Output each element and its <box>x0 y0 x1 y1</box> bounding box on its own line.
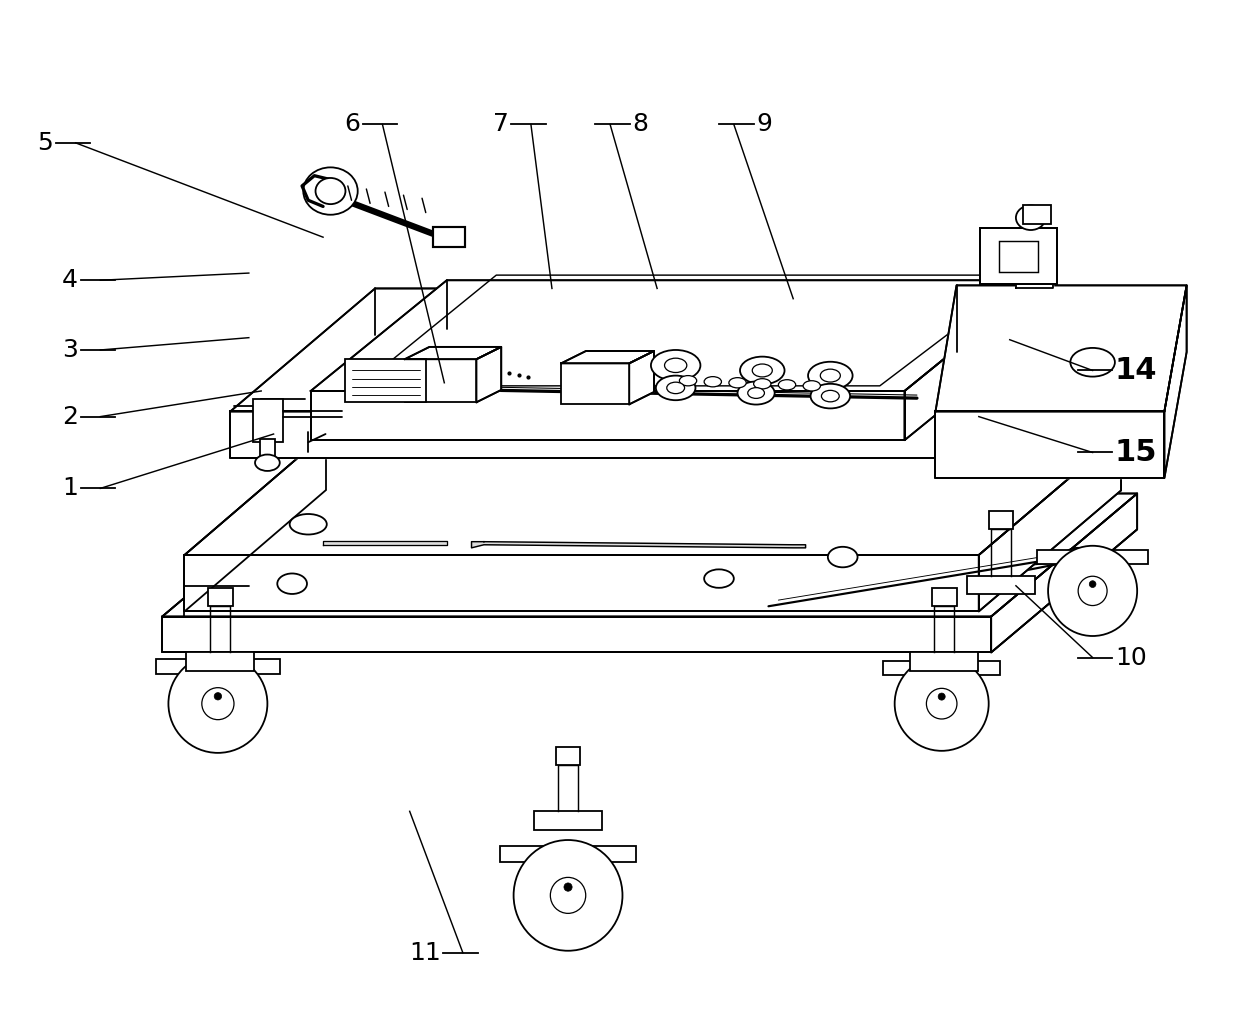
Ellipse shape <box>656 375 696 400</box>
Polygon shape <box>324 541 446 545</box>
Ellipse shape <box>704 376 722 387</box>
Bar <box>931 588 956 607</box>
Polygon shape <box>311 281 1040 391</box>
Ellipse shape <box>1016 206 1045 230</box>
Bar <box>253 399 284 442</box>
Text: 2: 2 <box>62 405 78 429</box>
Text: 3: 3 <box>62 338 78 362</box>
Ellipse shape <box>939 693 945 700</box>
Ellipse shape <box>740 357 785 384</box>
Polygon shape <box>311 391 904 440</box>
Ellipse shape <box>808 362 853 390</box>
Ellipse shape <box>821 369 841 382</box>
Bar <box>404 359 476 402</box>
Bar <box>556 746 580 765</box>
Polygon shape <box>476 346 501 402</box>
Bar <box>967 576 1035 594</box>
Bar <box>208 588 233 607</box>
Ellipse shape <box>680 375 697 386</box>
Polygon shape <box>941 289 1087 457</box>
Ellipse shape <box>748 388 764 399</box>
Ellipse shape <box>779 379 796 390</box>
Ellipse shape <box>821 391 839 402</box>
Polygon shape <box>991 493 1137 653</box>
Ellipse shape <box>315 178 346 205</box>
Ellipse shape <box>513 840 622 951</box>
Ellipse shape <box>704 570 734 588</box>
Bar <box>1037 550 1148 563</box>
Ellipse shape <box>290 514 327 535</box>
Bar <box>156 659 280 674</box>
Text: 9: 9 <box>756 112 773 137</box>
Text: 14: 14 <box>1115 356 1157 384</box>
Ellipse shape <box>255 454 280 471</box>
Text: 7: 7 <box>492 112 508 137</box>
Polygon shape <box>935 411 1164 478</box>
Text: 15: 15 <box>1115 438 1157 467</box>
Ellipse shape <box>754 378 771 389</box>
Ellipse shape <box>811 383 851 408</box>
Polygon shape <box>935 286 1187 411</box>
Bar <box>562 363 629 404</box>
Ellipse shape <box>1089 581 1096 588</box>
Ellipse shape <box>729 377 746 388</box>
Ellipse shape <box>1048 546 1137 636</box>
Text: 8: 8 <box>632 112 649 137</box>
Bar <box>910 653 978 671</box>
Polygon shape <box>231 289 1087 411</box>
Polygon shape <box>162 493 1137 617</box>
Polygon shape <box>1016 253 1053 289</box>
Ellipse shape <box>895 657 988 750</box>
Polygon shape <box>231 411 941 457</box>
Text: 4: 4 <box>62 268 78 292</box>
Text: 6: 6 <box>345 112 360 137</box>
Polygon shape <box>562 351 653 363</box>
Bar <box>999 242 1038 272</box>
Polygon shape <box>629 351 653 404</box>
Bar <box>534 811 603 830</box>
Bar <box>260 439 275 457</box>
Ellipse shape <box>278 574 308 594</box>
Polygon shape <box>904 281 1040 440</box>
Polygon shape <box>1164 286 1187 478</box>
Ellipse shape <box>828 547 858 567</box>
Ellipse shape <box>667 382 684 394</box>
Polygon shape <box>185 434 1121 555</box>
Bar <box>988 511 1013 529</box>
Ellipse shape <box>1070 347 1115 376</box>
Ellipse shape <box>651 350 701 380</box>
Ellipse shape <box>215 693 222 700</box>
Ellipse shape <box>202 688 234 720</box>
Bar <box>980 228 1056 285</box>
Ellipse shape <box>753 364 773 377</box>
Bar <box>433 227 465 247</box>
Bar <box>1023 206 1050 224</box>
Polygon shape <box>162 617 991 653</box>
Ellipse shape <box>926 689 957 719</box>
Polygon shape <box>978 434 1121 612</box>
Ellipse shape <box>665 358 687 372</box>
Ellipse shape <box>738 381 775 405</box>
Text: 10: 10 <box>1115 646 1147 669</box>
Polygon shape <box>404 346 501 359</box>
Ellipse shape <box>564 883 572 891</box>
Ellipse shape <box>804 380 821 391</box>
Ellipse shape <box>1063 548 1092 568</box>
Polygon shape <box>185 555 978 612</box>
Ellipse shape <box>304 168 357 215</box>
Text: 1: 1 <box>62 476 78 501</box>
Text: 11: 11 <box>409 941 440 965</box>
Ellipse shape <box>1078 577 1107 605</box>
Bar <box>500 846 636 862</box>
Bar <box>883 661 1001 675</box>
Bar <box>345 359 425 402</box>
Ellipse shape <box>169 655 268 752</box>
Ellipse shape <box>551 877 585 913</box>
Polygon shape <box>471 542 806 548</box>
Bar <box>186 653 254 671</box>
Text: 5: 5 <box>37 131 53 155</box>
